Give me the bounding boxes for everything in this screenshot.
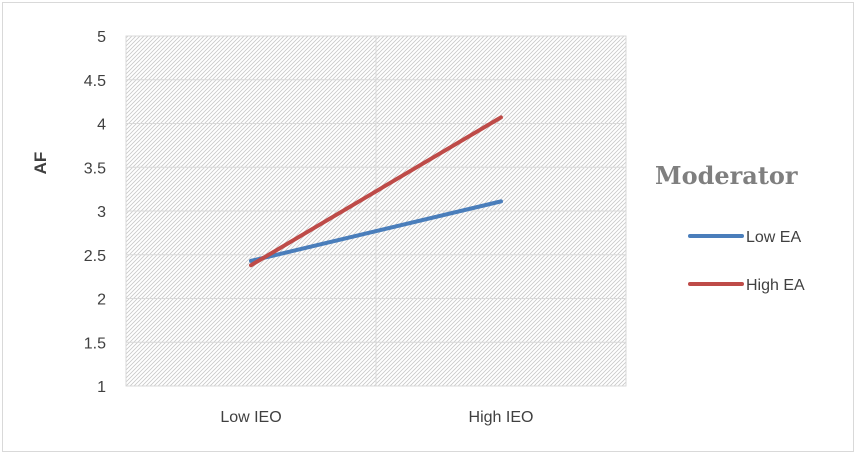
y-axis-title: AF [31, 152, 50, 175]
series-lines [249, 115, 503, 268]
y-tick-label: 5 [97, 29, 106, 46]
legend-label: Low EA [746, 229, 801, 246]
legend-title: Moderator [655, 161, 798, 190]
x-tick-label: High IEO [469, 409, 534, 426]
legend: Moderator Low EA High EA [655, 161, 805, 294]
y-tick-label: 4.5 [84, 73, 106, 90]
series-line-low-ea [249, 199, 503, 263]
y-tick-label: 3 [97, 204, 106, 221]
x-axis-ticks: Low IEO High IEO [220, 409, 533, 426]
legend-label: High EA [746, 277, 805, 294]
y-tick-label: 4 [97, 117, 106, 134]
y-tick-label: 1 [97, 379, 106, 396]
y-tick-label: 1.5 [84, 335, 106, 352]
y-tick-label: 2 [97, 292, 106, 309]
gridlines [125, 35, 627, 387]
y-tick-label: 2.5 [84, 248, 106, 265]
series-line-high-ea [249, 115, 503, 268]
x-tick-label: Low IEO [220, 409, 281, 426]
y-tick-label: 3.5 [84, 160, 106, 177]
y-axis-ticks: 1 1.5 2 2.5 3 3.5 4 4.5 5 [84, 29, 106, 396]
